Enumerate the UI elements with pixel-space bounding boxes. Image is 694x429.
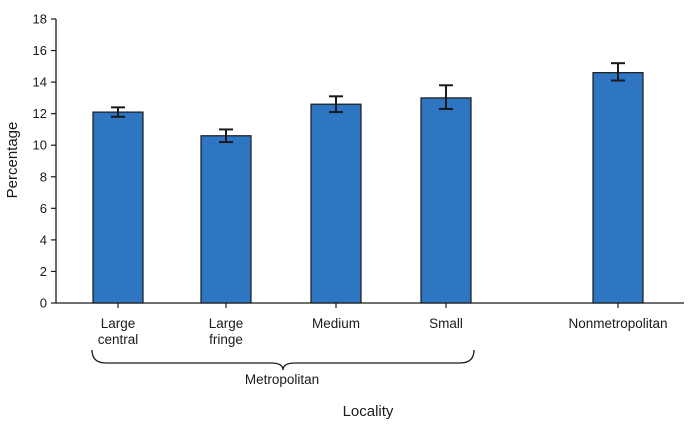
bar: [310, 103, 362, 304]
x-axis-title: Locality: [343, 403, 394, 420]
y-tick-label: 10: [33, 138, 47, 153]
x-category-label: Small: [429, 316, 463, 331]
bar: [592, 72, 644, 304]
curly-bracket: [91, 349, 475, 371]
y-tick-label: 4: [40, 232, 47, 247]
y-tick-label: 6: [40, 201, 47, 216]
bar: [200, 135, 252, 304]
x-category-label: Large central: [98, 316, 139, 347]
y-tick-label: 16: [33, 43, 47, 58]
x-category-label: Medium: [312, 316, 360, 331]
y-tick-label: 14: [33, 75, 47, 90]
y-axis-title: Percentage: [4, 122, 21, 199]
x-axis-labels: Large central Large fringe Medium Small Nonmet…: [98, 316, 668, 347]
bar: [420, 97, 472, 304]
bar: [92, 111, 144, 304]
x-category-label: Nonmetropolitan: [568, 316, 667, 331]
y-tick-label: 2: [40, 264, 47, 279]
y-tick-label: 18: [33, 12, 47, 27]
y-tick-label: 0: [40, 296, 47, 311]
bar-series: [92, 62, 644, 308]
group-label-metropolitan: Metropolitan: [245, 372, 319, 387]
y-tick-label: 12: [33, 106, 47, 121]
y-axis: 0 2 4 6 8 10 12 14 16 18: [33, 12, 684, 311]
y-tick-label: 8: [40, 169, 47, 184]
x-category-label: Large fringe: [209, 316, 244, 347]
metropolitan-group-bracket: [91, 349, 475, 371]
